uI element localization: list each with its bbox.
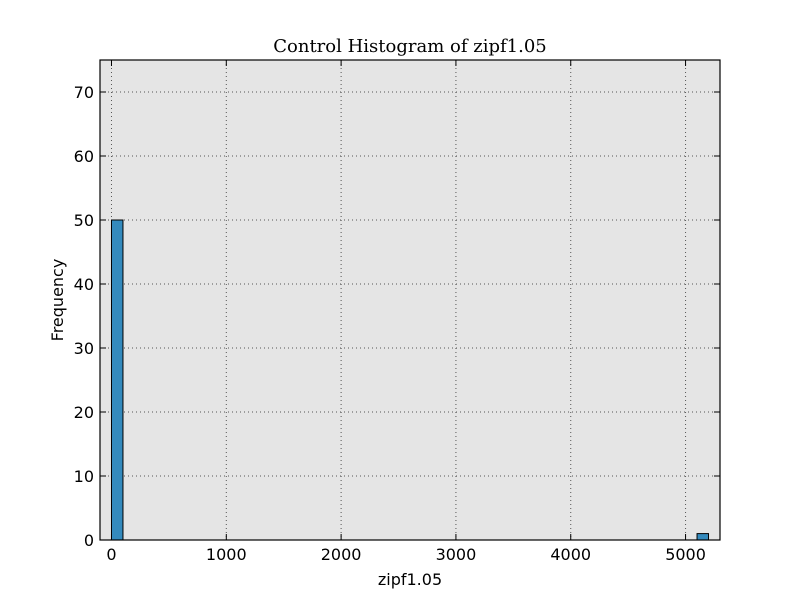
plot-area	[100, 60, 720, 540]
x-tick-label: 0	[106, 545, 116, 564]
plot-frame	[99, 59, 721, 541]
y-axis-label: Frequency	[48, 259, 67, 342]
chart-title: Control Histogram of zipf1.05	[273, 36, 547, 57]
y-tick-label: 30	[74, 339, 94, 358]
x-tick-label: 4000	[550, 545, 591, 564]
x-tick-label: 5000	[665, 545, 706, 564]
y-tick-label: 10	[74, 467, 94, 486]
y-tick-label: 50	[74, 211, 94, 230]
axis-ticks: 0 1000 2000 3000 4000 5000 0 10 20 30 40 50 60 70	[74, 60, 720, 564]
y-tick-label: 40	[74, 275, 94, 294]
x-axis-label: zipf1.05	[378, 570, 442, 589]
y-tick-label: 60	[74, 147, 94, 166]
histogram-bar	[696, 533, 710, 541]
x-tick-label: 3000	[436, 545, 477, 564]
y-tick-label: 70	[74, 83, 94, 102]
x-tick-label: 2000	[321, 545, 362, 564]
histogram-bar	[110, 219, 124, 541]
y-tick-label: 0	[84, 531, 94, 550]
y-tick-label: 20	[74, 403, 94, 422]
x-tick-label: 1000	[206, 545, 247, 564]
